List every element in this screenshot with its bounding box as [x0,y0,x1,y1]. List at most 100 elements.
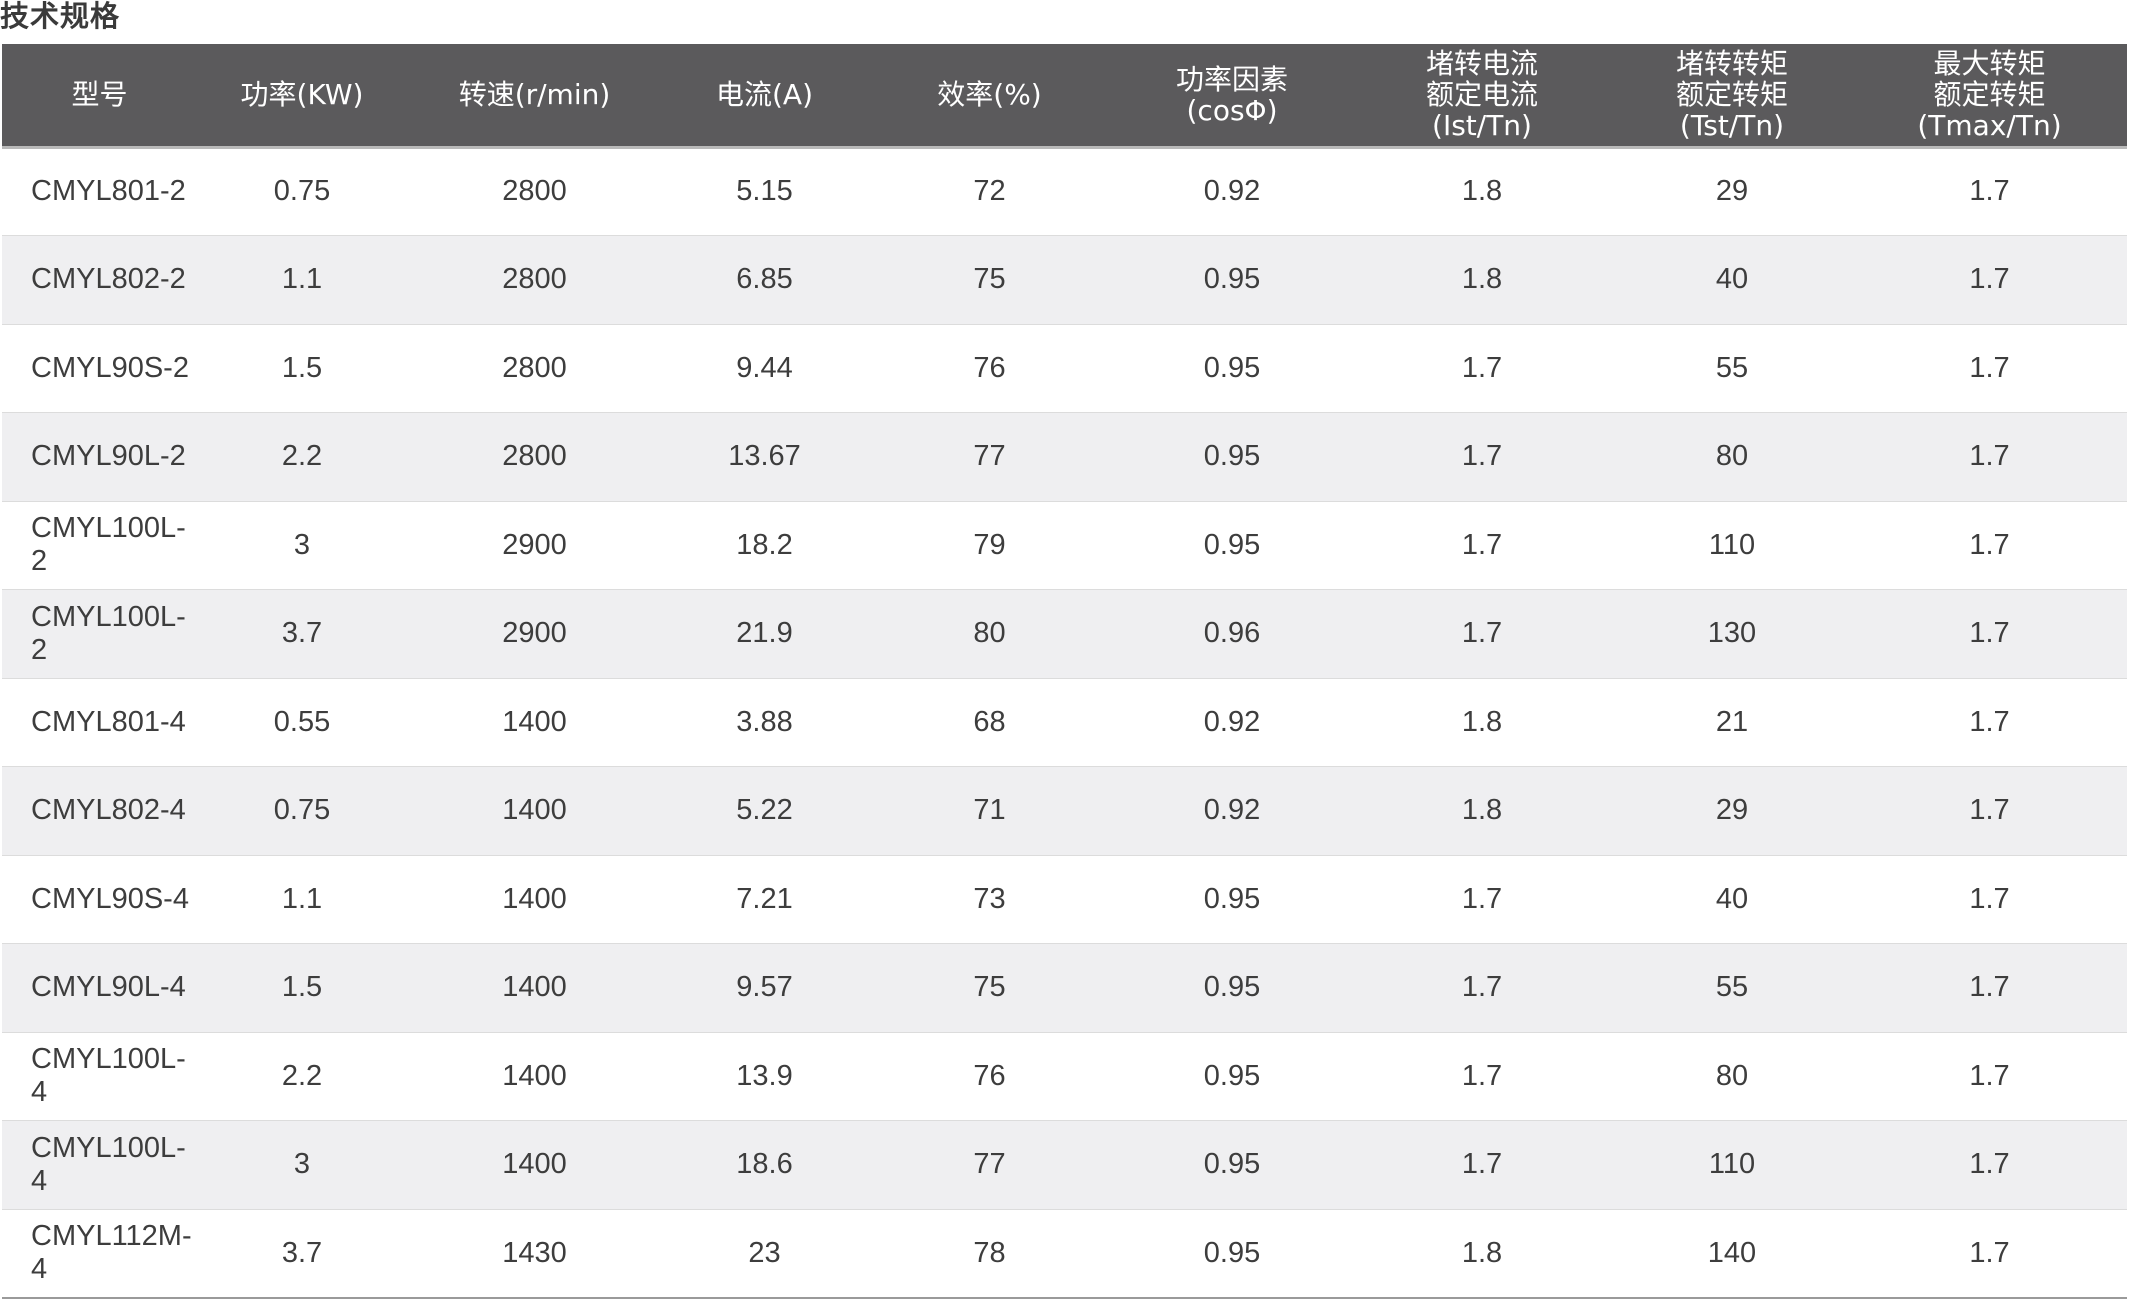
cell-locked-torque-ratio: 130 [1612,589,1852,679]
cell-speed: 1400 [407,678,662,767]
cell-max-torque-ratio: 1.7 [1852,589,2127,679]
cell-max-torque-ratio: 1.7 [1852,678,2127,767]
cell-model: CMYL100L-4 [2,1032,197,1121]
cell-speed: 2800 [407,324,662,413]
header-line: (Tst/Tn) [1679,109,1785,143]
cell-locked-current-ratio: 1.7 [1352,412,1612,502]
cell-speed: 2800 [407,412,662,502]
cell-locked-torque-ratio: 29 [1612,147,1852,236]
cell-model: CMYL801-4 [2,678,197,767]
cell-efficiency: 80 [867,589,1112,679]
cell-locked-current-ratio: 1.8 [1352,235,1612,325]
cell-current: 21.9 [662,589,867,679]
cell-model: CMYL100L-2 [2,589,197,679]
cell-power: 2.2 [197,1032,407,1121]
header-current: 电流(A) [662,44,867,149]
cell-power: 3.7 [197,1209,407,1299]
header-locked-torque-ratio: 堵转转矩 额定转矩 (Tst/Tn) [1612,44,1852,149]
cell-power-factor: 0.95 [1112,1120,1352,1210]
header-line: 电流(A) [715,78,813,112]
cell-current: 7.21 [662,855,867,944]
cell-current: 3.88 [662,678,867,767]
cell-max-torque-ratio: 1.7 [1852,501,2127,590]
cell-model: CMYL90S-4 [2,855,197,944]
cell-power: 1.5 [197,324,407,413]
header-power: 功率(KW) [197,44,407,149]
cell-power-factor: 0.95 [1112,1032,1352,1121]
header-line: 额定转矩 [1933,78,2046,112]
cell-speed: 2900 [407,589,662,679]
cell-current: 5.15 [662,147,867,236]
cell-locked-torque-ratio: 140 [1612,1209,1852,1299]
cell-speed: 1430 [407,1209,662,1299]
cell-power: 0.55 [197,678,407,767]
cell-efficiency: 77 [867,1120,1112,1210]
cell-speed: 1400 [407,1032,662,1121]
cell-locked-current-ratio: 1.8 [1352,766,1612,856]
header-line: 额定转矩 [1675,78,1788,112]
table-body: CMYL801-2 0.75 2800 5.15 72 0.92 1.8 29 1.7 CMYL8… [2,147,2127,1299]
cell-power: 3 [197,501,407,590]
cell-efficiency: 78 [867,1209,1112,1299]
cell-power-factor: 0.95 [1112,235,1352,325]
cell-max-torque-ratio: 1.7 [1852,412,2127,502]
cell-power-factor: 0.92 [1112,147,1352,236]
cell-locked-torque-ratio: 21 [1612,678,1852,767]
header-row: 型号 功率(KW) 转速(r/min) 电流(A) 效率(%) 功率因素 (cosΦ) 堵转电… [2,44,2127,149]
table-row: CMYL802-4 0.75 1400 5.22 71 0.92 1.8 29 1.7 [2,766,2127,856]
cell-speed: 1400 [407,855,662,944]
table-row: CMYL100L-2 3.7 2900 21.9 80 0.96 1.7 130 1.7 [2,589,2127,679]
cell-locked-current-ratio: 1.7 [1352,589,1612,679]
cell-power: 1.1 [197,855,407,944]
cell-current: 9.44 [662,324,867,413]
table-row: CMYL90S-4 1.1 1400 7.21 73 0.95 1.7 40 1.7 [2,855,2127,944]
cell-efficiency: 76 [867,1032,1112,1121]
cell-power-factor: 0.95 [1112,412,1352,502]
cell-power-factor: 0.92 [1112,766,1352,856]
cell-current: 9.57 [662,943,867,1033]
cell-power: 3.7 [197,589,407,679]
spec-table: 型号 功率(KW) 转速(r/min) 电流(A) 效率(%) 功率因素 (cosΦ) 堵转电… [2,44,2127,1299]
header-max-torque-ratio: 最大转矩 额定转矩 (Tmax/Tn) [1852,44,2127,149]
cell-power-factor: 0.95 [1112,324,1352,413]
cell-model: CMYL90L-4 [2,943,197,1033]
header-line: 堵转电流 [1425,47,1538,81]
header-line: 额定电流 [1425,78,1538,112]
cell-locked-current-ratio: 1.7 [1352,324,1612,413]
header-locked-current-ratio: 堵转电流 额定电流 (Ist/Tn) [1352,44,1612,149]
cell-locked-current-ratio: 1.7 [1352,855,1612,944]
cell-model: CMYL100L-4 [2,1120,197,1210]
cell-power-factor: 0.95 [1112,943,1352,1033]
cell-power-factor: 0.95 [1112,1209,1352,1299]
cell-locked-torque-ratio: 110 [1612,501,1852,590]
table-row: CMYL90L-2 2.2 2800 13.67 77 0.95 1.7 80 1.7 [2,412,2127,502]
page-title: 技术规格 [0,0,121,33]
cell-current: 13.9 [662,1032,867,1121]
cell-max-torque-ratio: 1.7 [1852,943,2127,1033]
table-row: CMYL100L-2 3 2900 18.2 79 0.95 1.7 110 1.7 [2,501,2127,590]
cell-efficiency: 76 [867,324,1112,413]
cell-efficiency: 73 [867,855,1112,944]
cell-locked-current-ratio: 1.8 [1352,147,1612,236]
header-line: (cosΦ) [1186,93,1278,127]
cell-locked-current-ratio: 1.8 [1352,678,1612,767]
header-efficiency: 效率(%) [867,44,1112,149]
cell-current: 18.6 [662,1120,867,1210]
cell-max-torque-ratio: 1.7 [1852,1209,2127,1299]
cell-model: CMYL802-4 [2,766,197,856]
cell-power-factor: 0.95 [1112,501,1352,590]
cell-locked-torque-ratio: 80 [1612,412,1852,502]
cell-current: 13.67 [662,412,867,502]
cell-power: 3 [197,1120,407,1210]
cell-current: 5.22 [662,766,867,856]
table-row: CMYL112M-4 3.7 1430 23 78 0.95 1.8 140 1.7 [2,1209,2127,1299]
header-line: (Ist/Tn) [1432,109,1532,143]
cell-speed: 2900 [407,501,662,590]
cell-speed: 1400 [407,1120,662,1210]
cell-efficiency: 79 [867,501,1112,590]
cell-speed: 2800 [407,235,662,325]
cell-max-torque-ratio: 1.7 [1852,147,2127,236]
table-header: 型号 功率(KW) 转速(r/min) 电流(A) 效率(%) 功率因素 (cosΦ) 堵转电… [2,44,2127,149]
cell-efficiency: 75 [867,943,1112,1033]
cell-locked-torque-ratio: 55 [1612,943,1852,1033]
